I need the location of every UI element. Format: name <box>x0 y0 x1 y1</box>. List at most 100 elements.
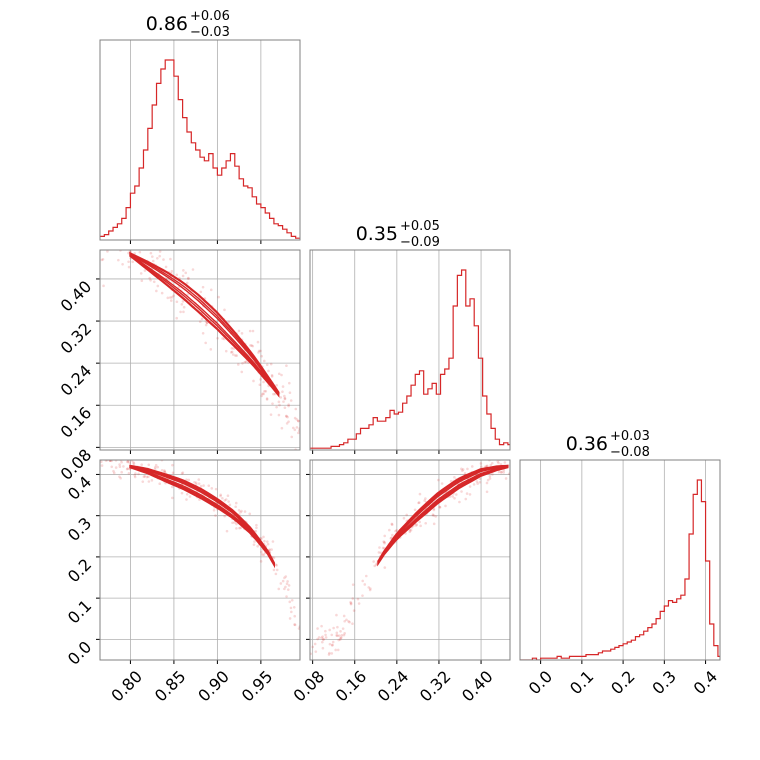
scatter-point <box>331 640 335 644</box>
scatter-point <box>254 529 258 533</box>
scatter-point <box>236 363 240 366</box>
scatter-point <box>238 526 241 530</box>
scatter-point <box>193 480 196 484</box>
scatter-point <box>499 455 502 458</box>
scatter-point <box>139 272 143 275</box>
scatter-point <box>127 260 130 264</box>
scatter-point <box>293 614 297 618</box>
scatter-point <box>260 354 263 358</box>
scatter-point <box>255 526 258 530</box>
scatter-point <box>328 628 331 632</box>
scatter-point <box>285 422 289 425</box>
scatter-point <box>348 620 351 624</box>
scatter-point <box>434 515 437 518</box>
scatter-point <box>297 431 300 435</box>
contour-level <box>377 465 509 565</box>
scatter-point <box>288 381 291 385</box>
scatter-point <box>221 496 224 500</box>
scatter-point <box>132 462 136 465</box>
scatter-point <box>293 623 296 626</box>
x-tick-label: 0.1 <box>566 667 597 698</box>
scatter-point <box>489 463 493 467</box>
scatter-point <box>209 288 213 292</box>
x-tick-label: 0.3 <box>648 667 679 698</box>
scatter-point <box>288 391 292 395</box>
scatter-point <box>216 336 219 340</box>
scatter-point <box>182 305 186 309</box>
x-tick-label: 0.08 <box>290 667 329 706</box>
scatter-point <box>464 497 468 501</box>
scatter-point <box>271 540 275 543</box>
scatter-point <box>171 496 174 500</box>
scatter-point <box>151 255 154 258</box>
panel-frame <box>519 459 721 661</box>
scatter-point <box>263 389 266 393</box>
scatter-point <box>275 383 278 387</box>
scatter-point <box>292 606 296 609</box>
scatter-point <box>160 291 164 295</box>
scatter-point <box>485 464 489 468</box>
scatter-point <box>351 622 354 626</box>
scatter-point <box>283 397 287 401</box>
scatter-point <box>460 490 463 493</box>
scatter-point <box>408 530 412 534</box>
scatter-point <box>170 269 174 273</box>
scatter-point <box>296 419 300 423</box>
scatter-point <box>313 642 317 646</box>
scatter-point <box>209 348 213 351</box>
panel-r0-c0: 0.86 +0.06−0.03 <box>99 9 301 244</box>
scatter-point <box>181 471 185 475</box>
scatter-point <box>261 553 264 556</box>
scatter-point <box>280 426 284 430</box>
scatter-point <box>122 230 125 233</box>
scatter-point <box>221 337 224 340</box>
scatter-point <box>281 390 284 394</box>
scatter-point <box>408 528 412 532</box>
scatter-point <box>503 461 507 464</box>
y-tick-label: 0.32 <box>57 319 96 358</box>
scatter-point <box>281 385 285 388</box>
scatter-point <box>105 455 108 458</box>
scatter-point <box>339 636 342 640</box>
scatter-point <box>199 484 203 488</box>
title-plus: +0.06 <box>190 9 230 24</box>
scatter-point <box>317 636 321 639</box>
scatter-point <box>100 464 104 467</box>
scatter-point <box>468 485 472 488</box>
scatter-point <box>388 528 391 532</box>
scatter-point <box>275 405 278 409</box>
scatter-point <box>451 495 455 498</box>
scatter-point <box>133 475 137 479</box>
scatter-point <box>327 653 331 656</box>
scatter-point <box>266 542 270 546</box>
scatter-point <box>338 638 342 641</box>
scatter-point <box>423 499 426 502</box>
scatter-point <box>297 627 300 630</box>
scatter-point <box>277 587 281 591</box>
scatter-point <box>120 460 123 464</box>
scatter-point <box>290 435 294 439</box>
scatter-point <box>125 236 128 239</box>
scatter-point <box>239 510 242 514</box>
scatter-point <box>207 484 211 487</box>
scatter-point <box>424 497 427 500</box>
scatter-point <box>285 582 289 586</box>
scatter-point <box>230 350 234 354</box>
scatter-point <box>171 463 174 467</box>
scatter-point <box>175 273 179 277</box>
scatter-point <box>288 617 292 620</box>
scatter-point <box>287 584 291 587</box>
scatter-point <box>322 637 325 641</box>
scatter-point <box>252 379 255 383</box>
contour-level <box>129 465 275 567</box>
scatter-point <box>418 520 421 524</box>
scatter-point <box>415 523 419 526</box>
scatter-point <box>373 564 377 568</box>
scatter-point <box>349 601 353 605</box>
scatter-point <box>101 257 105 261</box>
scatter-point <box>293 416 297 420</box>
scatter-point <box>143 269 147 272</box>
scatter-point <box>330 633 334 637</box>
scatter-point <box>152 280 156 284</box>
